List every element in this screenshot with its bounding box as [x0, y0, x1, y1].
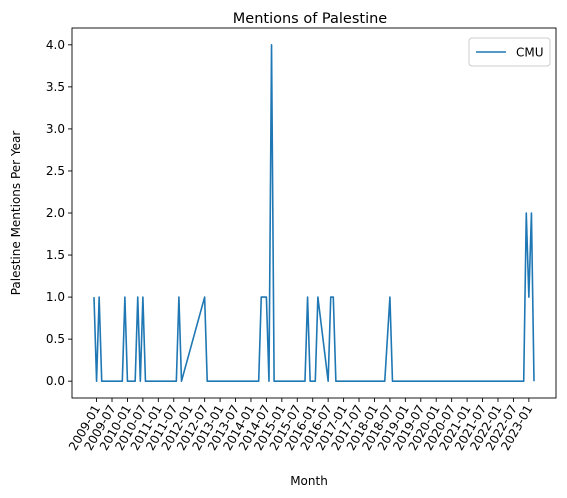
data-point: [180, 380, 182, 382]
data-point: [533, 380, 535, 382]
data-point: [327, 380, 329, 382]
data-point: [335, 380, 337, 382]
y-axis-ticks: 0.0 0.5 1.0 1.5 2.0 2.5 3.0 3.5 4.0: [46, 38, 72, 388]
data-point: [528, 296, 530, 298]
data-point: [101, 380, 103, 382]
x-axis-ticks: 2009-012009-072010-012010-072011-012011-…: [66, 398, 535, 453]
plot-area: [72, 28, 556, 398]
data-point: [309, 380, 311, 382]
data-point: [523, 380, 525, 382]
data-point: [96, 380, 98, 382]
data-point: [307, 296, 309, 298]
legend: CMU: [468, 37, 551, 67]
data-point: [137, 296, 139, 298]
chart-title: Mentions of Palestine: [233, 11, 388, 27]
data-point: [139, 380, 141, 382]
data-point: [332, 296, 334, 298]
data-point: [265, 296, 267, 298]
x-axis-label: Month: [290, 474, 328, 488]
data-point: [271, 44, 273, 46]
series-layer: [93, 44, 535, 382]
data-point: [206, 380, 208, 382]
data-point: [268, 380, 270, 382]
data-point: [389, 296, 391, 298]
data-point: [124, 296, 126, 298]
data-point: [304, 380, 306, 382]
data-point: [98, 296, 100, 298]
data-point: [93, 296, 95, 298]
data-point: [121, 380, 123, 382]
y-tick-label: 4.0: [46, 38, 65, 52]
y-tick-label: 3.0: [46, 122, 65, 136]
data-point: [178, 296, 180, 298]
data-point: [260, 296, 262, 298]
plot-frame: [71, 27, 557, 399]
y-tick-label: 3.5: [46, 80, 65, 94]
legend-box: [468, 37, 551, 67]
data-point: [144, 380, 146, 382]
data-point: [126, 380, 128, 382]
legend-label-cmu: CMU: [516, 46, 544, 60]
data-point: [142, 296, 144, 298]
data-point: [530, 212, 532, 214]
data-point: [175, 380, 177, 382]
y-tick-label: 2.0: [46, 206, 65, 220]
data-point: [384, 380, 386, 382]
data-point: [134, 380, 136, 382]
y-tick-label: 0.0: [46, 374, 65, 388]
y-tick-label: 2.5: [46, 164, 65, 178]
y-tick-label: 1.0: [46, 290, 65, 304]
data-point: [525, 212, 527, 214]
data-point: [317, 296, 319, 298]
data-point: [273, 380, 275, 382]
y-tick-label: 1.5: [46, 248, 65, 262]
y-tick-label: 0.5: [46, 332, 65, 346]
data-point: [330, 296, 332, 298]
data-point: [391, 380, 393, 382]
data-point: [314, 380, 316, 382]
data-point: [258, 380, 260, 382]
y-axis-label: Palestine Mentions Per Year: [9, 131, 23, 296]
series-line-cmu: [93, 44, 535, 382]
data-point: [263, 296, 265, 298]
data-point: [204, 296, 206, 298]
